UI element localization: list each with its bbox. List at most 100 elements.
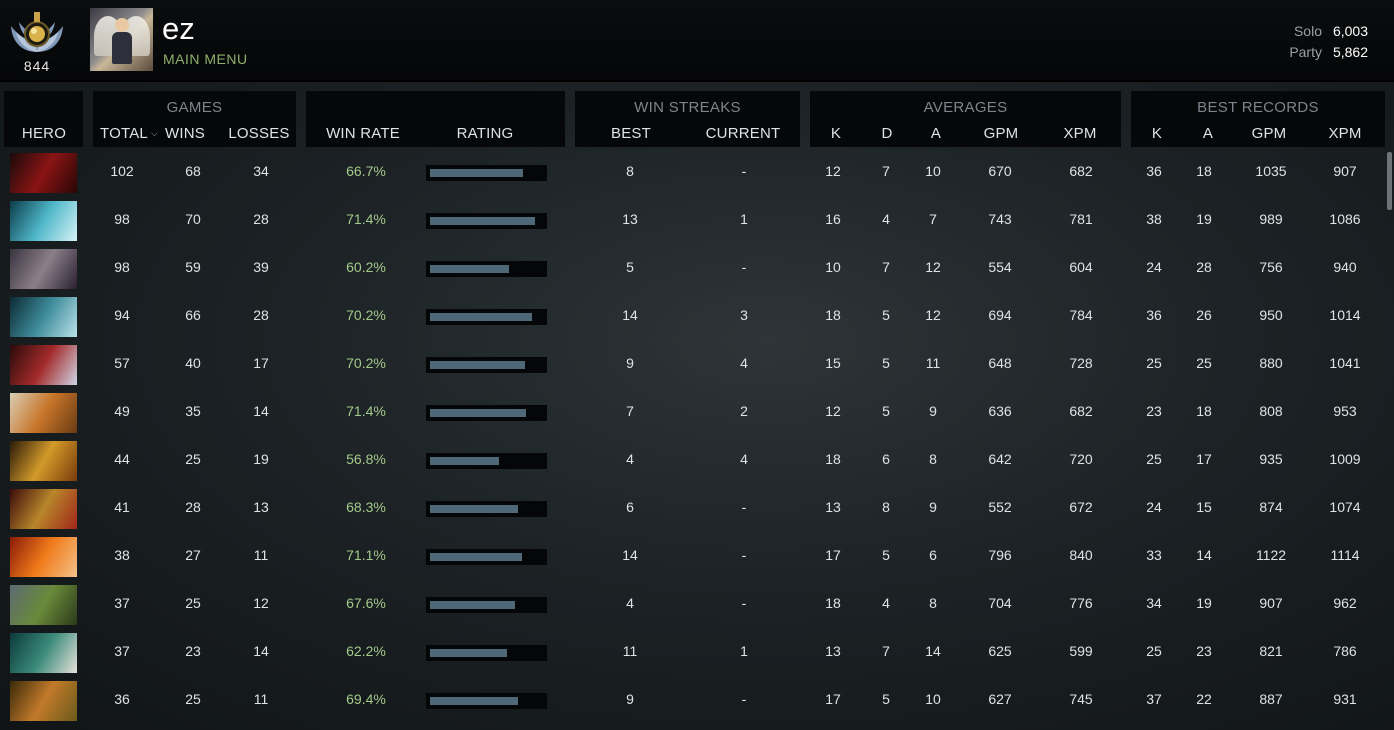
best-xpm-cell: 1114 (1330, 547, 1360, 563)
table-row[interactable]: 98 70 28 71.4% 13 1 16 4 7 743 781 38 19 989 1086 (0, 196, 1380, 244)
rating-bar (426, 453, 547, 469)
table-row[interactable]: 57 40 17 70.2% 9 4 15 5 11 648 728 25 25 880 1041 (0, 340, 1380, 388)
col-avg-gpm[interactable]: GPM (983, 125, 1019, 142)
col-total[interactable]: TOTAL ⌵ (96, 125, 162, 142)
chevron-down-icon: ⌵ (150, 128, 158, 138)
total-cell: 44 (114, 451, 130, 467)
best-a-cell: 15 (1196, 499, 1212, 515)
col-best-k[interactable]: K (1151, 125, 1163, 142)
wins-cell: 28 (185, 499, 201, 515)
best-gpm-cell: 808 (1259, 403, 1283, 419)
table-row[interactable]: 98 59 39 60.2% 5 - 10 7 12 554 604 24 28 756 940 (0, 244, 1380, 292)
hero-portrait-grey-purple[interactable] (10, 249, 77, 289)
wins-cell: 23 (185, 643, 201, 659)
total-cell: 38 (114, 547, 130, 563)
wins-cell: 66 (185, 307, 201, 323)
total-cell: 102 (110, 163, 134, 179)
table-row[interactable]: 44 25 19 56.8% 4 4 18 6 8 642 720 25 17 935 1009 (0, 436, 1380, 484)
col-win-rate[interactable]: WIN RATE (326, 125, 400, 142)
best-xpm-cell: 786 (1333, 643, 1357, 659)
win-rate-cell: 56.8% (346, 451, 386, 467)
table-row[interactable]: 94 66 28 70.2% 14 3 18 5 12 694 784 36 26 950 1014 (0, 292, 1380, 340)
col-rating[interactable]: RATING (456, 125, 514, 142)
avatar[interactable] (90, 8, 153, 71)
losses-cell: 11 (253, 691, 269, 707)
rating-bar-fill (430, 361, 525, 369)
table-row[interactable]: 38 27 11 71.1% 14 - 17 5 6 796 840 33 14 1122 1114 (0, 532, 1380, 580)
col-best-xpm[interactable]: XPM (1328, 125, 1362, 142)
rating-bar (426, 597, 547, 613)
best-xpm-cell: 1074 (1329, 499, 1361, 515)
avg-k-cell: 12 (825, 403, 841, 419)
col-avg-k[interactable]: K (830, 125, 842, 142)
table-row[interactable]: 37 23 14 62.2% 11 1 13 7 14 625 599 25 23 821 786 (0, 628, 1380, 676)
col-avg-a[interactable]: A (930, 125, 942, 142)
best-a-cell: 25 (1196, 355, 1212, 371)
table-row[interactable]: 37 25 12 67.6% 4 - 18 4 8 704 776 34 19 907 962 (0, 580, 1380, 628)
hero-portrait-cyan[interactable] (10, 201, 77, 241)
hero-portrait-gold-armor[interactable] (10, 441, 77, 481)
hero-portrait-gold-red[interactable] (10, 489, 77, 529)
username: ez (162, 11, 195, 46)
avg-d-cell: 6 (882, 451, 890, 467)
col-best-a[interactable]: A (1202, 125, 1214, 142)
main-menu-link[interactable]: MAIN MENU (163, 51, 248, 67)
wins-cell: 40 (185, 355, 201, 371)
best-streak-cell: 8 (626, 163, 634, 179)
table-row[interactable]: 41 28 13 68.3% 6 - 13 8 9 552 672 24 15 874 1074 (0, 484, 1380, 532)
win-rate-cell: 71.1% (346, 547, 386, 563)
best-gpm-cell: 880 (1259, 355, 1283, 371)
best-k-cell: 34 (1146, 595, 1162, 611)
avg-d-cell: 4 (882, 595, 890, 611)
col-avg-d[interactable]: D (881, 125, 893, 142)
table-row[interactable]: 36 25 11 69.4% 9 - 17 5 10 627 745 37 22 887 931 (0, 676, 1380, 724)
avg-d-cell: 7 (882, 259, 890, 275)
hero-portrait-fire[interactable] (10, 537, 77, 577)
table-row[interactable]: 102 68 34 66.7% 8 - 12 7 10 670 682 36 18 1035 907 (0, 148, 1380, 196)
win-rate-cell: 70.2% (346, 307, 386, 323)
solo-label: Solo (1293, 22, 1322, 39)
col-streak-best[interactable]: BEST (611, 125, 651, 142)
avg-k-cell: 18 (825, 595, 841, 611)
total-cell: 49 (114, 403, 130, 419)
col-wins[interactable]: WINS (165, 125, 205, 142)
avg-a-cell: 9 (929, 403, 937, 419)
avg-a-cell: 10 (925, 163, 941, 179)
hero-portrait-teal-dwarf[interactable] (10, 633, 77, 673)
losses-cell: 12 (253, 595, 269, 611)
best-streak-cell: 9 (626, 355, 634, 371)
current-streak-cell: 1 (740, 211, 748, 227)
avg-xpm-cell: 784 (1069, 307, 1093, 323)
avg-xpm-cell: 682 (1069, 403, 1093, 419)
hero-portrait-green-orc[interactable] (10, 585, 77, 625)
total-cell: 36 (114, 691, 130, 707)
col-avg-xpm[interactable]: XPM (1063, 125, 1097, 142)
avg-gpm-cell: 704 (988, 595, 1012, 611)
losses-cell: 39 (253, 259, 269, 275)
col-best-gpm[interactable]: GPM (1251, 125, 1287, 142)
avg-a-cell: 6 (929, 547, 937, 563)
rating-bar (426, 261, 547, 277)
hero-portrait-red-horned[interactable] (10, 345, 77, 385)
rating-bar-fill (430, 649, 507, 657)
col-hero[interactable]: HERO (21, 125, 67, 142)
hero-portrait-dark-red[interactable] (10, 153, 77, 193)
total-cell: 57 (114, 355, 130, 371)
col-losses[interactable]: LOSSES (228, 125, 290, 142)
party-value: 5,862 (1332, 43, 1368, 60)
col-streak-current[interactable]: CURRENT (705, 125, 781, 142)
win-streaks-group-title: WIN STREAKS (634, 99, 741, 116)
hero-portrait-monkey[interactable] (10, 681, 77, 721)
win-rate-cell: 67.6% (346, 595, 386, 611)
hero-portrait-orange-beast[interactable] (10, 393, 77, 433)
best-gpm-cell: 907 (1259, 595, 1283, 611)
losses-cell: 11 (253, 547, 269, 563)
avg-gpm-cell: 554 (988, 259, 1012, 275)
best-streak-cell: 4 (626, 595, 634, 611)
party-label: Party (1289, 43, 1322, 60)
best-xpm-cell: 1014 (1329, 307, 1361, 323)
table-row[interactable]: 49 35 14 71.4% 7 2 12 5 9 636 682 23 18 808 953 (0, 388, 1380, 436)
rating-bar (426, 549, 547, 565)
scrollbar[interactable] (1387, 152, 1392, 210)
hero-portrait-teal[interactable] (10, 297, 77, 337)
